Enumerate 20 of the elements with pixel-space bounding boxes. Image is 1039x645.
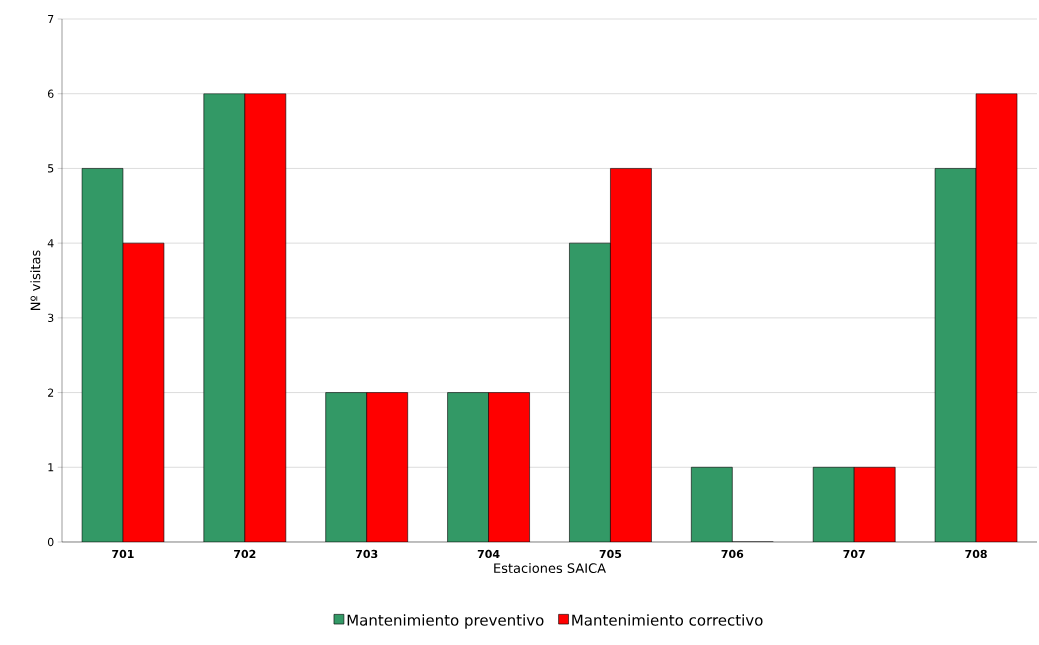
x-tick-label: 704 bbox=[477, 549, 500, 559]
y-tick-label: 3 bbox=[48, 313, 54, 323]
x-tick-label: 707 bbox=[843, 549, 865, 559]
y-tick-label: 1 bbox=[48, 463, 54, 472]
y-tick-label: 4 bbox=[47, 239, 54, 248]
legend-label: Mantenimiento correctivo bbox=[572, 614, 763, 626]
x-tick-label: 701 bbox=[112, 549, 134, 559]
legend-label: Mantenimiento preventivo bbox=[347, 614, 544, 629]
y-tick-label: 0 bbox=[47, 537, 54, 547]
x-tick-label: 706 bbox=[721, 549, 744, 559]
x-axis-title: Estaciones SAICA bbox=[494, 562, 606, 574]
y-tick-label: 6 bbox=[47, 89, 54, 98]
y-tick-label: 5 bbox=[48, 164, 54, 173]
x-tick-label: 705 bbox=[599, 549, 622, 559]
x-tick-label: 703 bbox=[355, 549, 378, 559]
x-tick-label: 702 bbox=[234, 549, 256, 559]
y-tick-label: 2 bbox=[48, 388, 54, 397]
y-axis-title: Nº visitas bbox=[30, 250, 41, 310]
x-tick-label: 708 bbox=[965, 549, 987, 559]
y-tick-label: 7 bbox=[48, 15, 54, 24]
